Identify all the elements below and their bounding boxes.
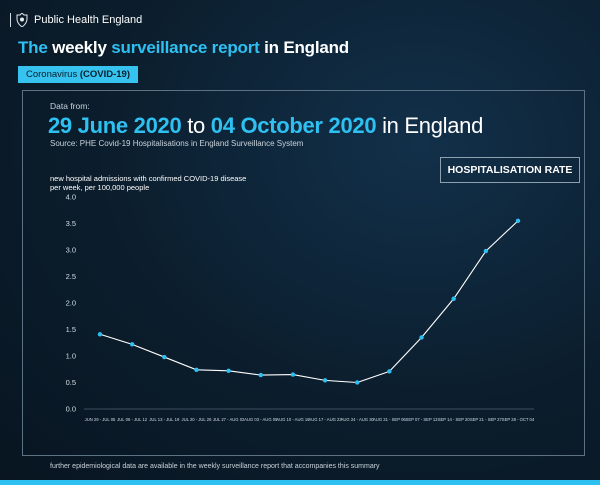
data-point	[97, 332, 103, 337]
period-end: 04 October 2020	[210, 113, 377, 138]
y-tick-label: 1.0	[66, 352, 76, 361]
data-point	[483, 248, 489, 254]
y-tick-label: 3.5	[66, 219, 76, 228]
period-label: Data from:	[50, 101, 90, 111]
data-point	[515, 218, 521, 224]
x-tick-label: SEP 21 - SEP 27	[470, 417, 503, 422]
x-tick-label: AUG 17 - AUG 23	[308, 417, 342, 422]
x-tick-label: SEP 28 - OCT 04	[502, 417, 535, 422]
y-tick-label: 2.5	[66, 272, 76, 281]
y-tick-label: 1.5	[66, 325, 76, 334]
topic-tag-prefix: Coronavirus	[26, 69, 80, 80]
topic-tag: Coronavirus (COVID-19)	[18, 66, 139, 83]
y-axis-label: new hospital admissions with confirmed C…	[50, 174, 247, 192]
header: Public Health England	[10, 8, 142, 32]
data-point	[419, 335, 424, 340]
data-point	[258, 372, 263, 378]
topic-tag-bold: (COVID-19)	[79, 69, 131, 80]
headline-part-4: in England	[259, 38, 349, 57]
data-point	[322, 378, 328, 383]
x-tick-label: AUG 03 - AUG 09	[244, 417, 278, 422]
org-name: Public Health England	[34, 14, 143, 26]
data-point	[194, 367, 199, 372]
headline-part-3: surveillance report	[111, 38, 260, 57]
footnote: further epidemiological data are availab…	[50, 463, 380, 470]
y-tick-label: 4.0	[66, 193, 76, 202]
headline-part-2: weekly	[47, 38, 112, 57]
chart-frame	[22, 90, 585, 456]
data-point	[162, 354, 167, 360]
period-to: to	[181, 113, 211, 138]
x-tick-label: AUG 31 - SEP 06	[373, 417, 406, 422]
data-point	[387, 369, 392, 374]
data-point	[129, 342, 135, 347]
period-start: 29 June 2020	[48, 113, 182, 138]
period-suffix: in England	[376, 113, 484, 138]
y-tick-label: 0.0	[66, 405, 76, 414]
series-line	[99, 220, 519, 384]
data-point	[226, 368, 231, 374]
period-range: 29 June 2020 to 04 October 2020 in Engla…	[48, 113, 483, 139]
x-tick-label: AUG 10 - AUG 16	[276, 417, 310, 422]
x-tick-label: JUL 13 - JUL 19	[149, 417, 180, 422]
headline-part-1: The	[18, 38, 48, 57]
x-tick-label: JUN 29 - JUL 05	[85, 417, 116, 422]
headline: The weekly surveillance report in Englan…	[18, 38, 349, 58]
y-tick-label: 0.5	[66, 378, 76, 387]
y-tick-label: 2.0	[66, 299, 76, 308]
data-point	[451, 296, 456, 301]
x-tick-label: SEP 14 - SEP 20	[438, 417, 471, 422]
x-tick-label: SEP 07 - SEP 13	[406, 417, 439, 422]
data-point	[290, 372, 296, 377]
x-tick-label: JUL 20 - JUL 26	[181, 417, 212, 422]
data-point	[355, 380, 360, 385]
x-tick-label: AUG 24 - AUG 30	[341, 417, 375, 422]
data-source: Source: PHE Covid-19 Hospitalisations in…	[50, 139, 304, 148]
crest-icon	[10, 12, 28, 28]
x-tick-label: JUL 27 - AUG 02	[213, 417, 245, 422]
x-tick-label: JUL 06 - JUL 12	[117, 417, 148, 422]
bottom-bar	[0, 480, 600, 485]
metric-box: HOSPITALISATION RATE	[440, 157, 580, 183]
y-tick-label: 3.0	[66, 246, 76, 255]
